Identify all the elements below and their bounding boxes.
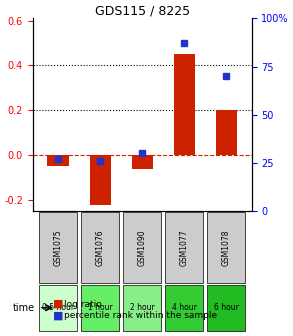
Bar (132, 155, 153, 169)
Bar (90, 155, 111, 205)
FancyBboxPatch shape (165, 285, 203, 331)
FancyBboxPatch shape (81, 285, 119, 331)
FancyBboxPatch shape (123, 212, 161, 283)
Text: ■: ■ (53, 311, 63, 321)
Text: log ratio: log ratio (64, 300, 102, 308)
Title: GDS115 / 8225: GDS115 / 8225 (95, 4, 190, 17)
FancyBboxPatch shape (165, 212, 203, 283)
FancyBboxPatch shape (123, 285, 161, 331)
Text: 1 hour: 1 hour (88, 303, 113, 312)
Text: percentile rank within the sample: percentile rank within the sample (64, 311, 218, 320)
Text: 2 hour: 2 hour (130, 303, 155, 312)
Text: GSM1075: GSM1075 (54, 229, 62, 266)
Text: GSM1090: GSM1090 (138, 229, 147, 266)
FancyBboxPatch shape (39, 212, 77, 283)
Text: GSM1076: GSM1076 (96, 229, 105, 266)
Text: 0.5 hour: 0.5 hour (42, 303, 74, 312)
FancyBboxPatch shape (207, 212, 245, 283)
FancyBboxPatch shape (207, 285, 245, 331)
FancyBboxPatch shape (39, 285, 77, 331)
Text: GSM1077: GSM1077 (180, 229, 189, 266)
Text: ■: ■ (53, 299, 63, 309)
FancyBboxPatch shape (81, 212, 119, 283)
Bar (47, 155, 69, 166)
Bar (174, 54, 195, 155)
Text: time: time (13, 303, 35, 313)
Text: GSM1078: GSM1078 (222, 229, 231, 266)
Text: 6 hour: 6 hour (214, 303, 239, 312)
Text: 4 hour: 4 hour (172, 303, 197, 312)
Bar (216, 110, 237, 155)
